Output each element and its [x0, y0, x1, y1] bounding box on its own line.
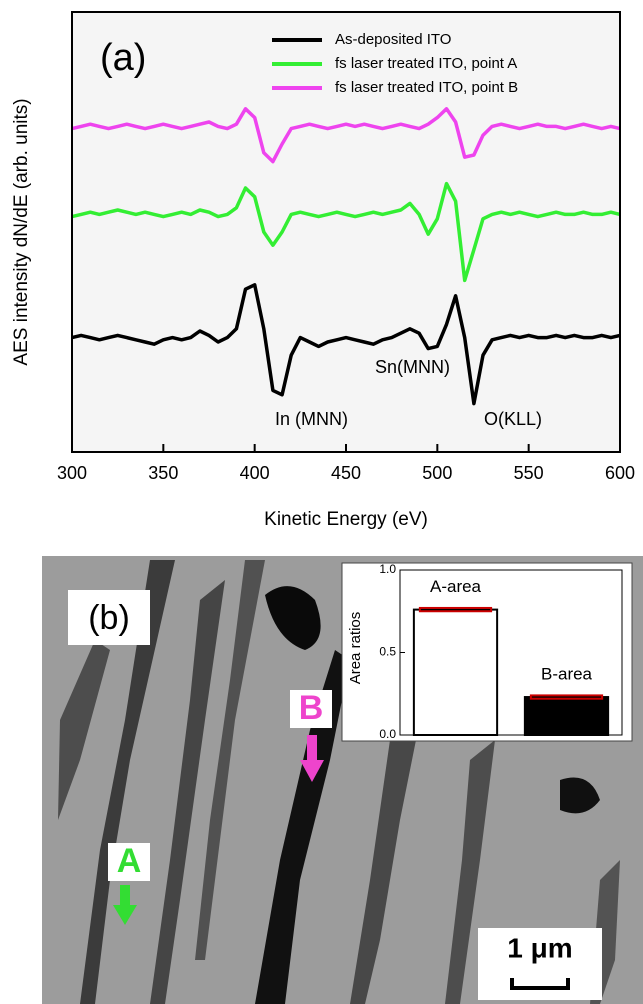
y-tick-label: 0.5	[379, 645, 396, 659]
error-bar	[418, 606, 493, 613]
bar	[412, 608, 499, 736]
scale-bar	[510, 978, 570, 990]
series-line	[71, 107, 621, 164]
x-axis-label: Kinetic Energy (eV)	[264, 509, 428, 530]
plot-area	[72, 12, 620, 452]
arrow	[300, 735, 324, 782]
x-tick-label: 500	[422, 463, 452, 483]
arrow	[113, 885, 137, 925]
annotation: A	[117, 842, 142, 880]
annotation: B	[299, 689, 324, 727]
label-box	[290, 690, 332, 728]
annotation: O(KLL)	[484, 409, 542, 429]
legend-label: fs laser treated ITO, point B	[335, 79, 518, 96]
bar	[523, 696, 610, 736]
category-label: B-area	[541, 665, 593, 684]
y-tick-label: 0.0	[379, 727, 396, 741]
x-tick-label: 300	[57, 463, 87, 483]
annotation: (a)	[100, 37, 146, 79]
legend-label: As-deposited ITO	[335, 31, 451, 48]
y-axis-label: AES intensity dN/dE (arb. units)	[11, 98, 32, 365]
category-label: A-area	[430, 577, 482, 596]
annotation: In (MNN)	[275, 409, 348, 429]
series-line	[71, 283, 621, 406]
annotation: (b)	[88, 599, 130, 637]
series-line	[71, 181, 621, 283]
error-bar	[529, 694, 604, 700]
y-tick-label: 1.0	[379, 562, 396, 576]
y-axis-label: Area ratios	[347, 612, 364, 685]
label-box	[68, 590, 150, 645]
x-tick-label: 450	[331, 463, 361, 483]
annotation: Sn(MNN)	[375, 357, 450, 377]
legend-label: fs laser treated ITO, point A	[335, 55, 517, 72]
x-tick-label: 550	[514, 463, 544, 483]
x-tick-label: 400	[240, 463, 270, 483]
x-tick-label: 600	[605, 463, 635, 483]
x-tick-label: 350	[148, 463, 178, 483]
annotation: 1 μm	[507, 932, 572, 963]
label-box	[108, 843, 150, 881]
